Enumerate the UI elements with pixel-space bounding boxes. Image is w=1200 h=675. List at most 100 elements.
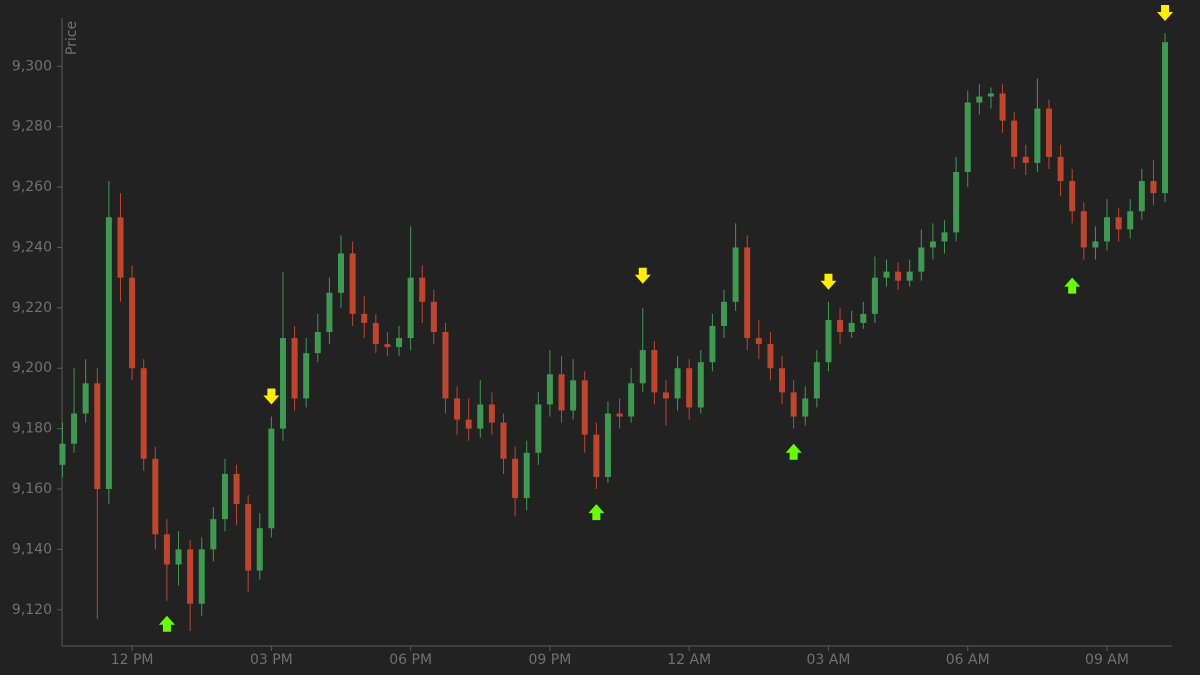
x-tick-label: 12 PM — [111, 652, 154, 668]
candle-body — [999, 93, 1006, 121]
candle-body — [755, 338, 762, 345]
candle-body — [779, 368, 786, 393]
candle-body — [1092, 241, 1099, 248]
y-tick-label: 9,280 — [12, 119, 52, 135]
candle-body — [976, 96, 983, 103]
y-tick-label: 9,200 — [12, 360, 52, 376]
y-axis-label: Price — [64, 21, 80, 55]
candle-body — [802, 398, 809, 417]
candle-body — [198, 549, 205, 604]
candle-body — [570, 380, 577, 411]
candle-body — [929, 241, 936, 248]
y-tick-label: 9,120 — [12, 602, 52, 618]
candle-body — [82, 383, 89, 414]
candle-body — [825, 319, 832, 363]
candle-body — [430, 301, 437, 332]
x-tick-label: 06 PM — [389, 652, 432, 668]
candle-body — [129, 277, 136, 369]
candle-body — [1104, 217, 1111, 242]
candle-body — [1127, 211, 1134, 230]
candle-body — [140, 368, 147, 459]
candle-body — [523, 452, 530, 499]
y-tick-label: 9,180 — [12, 421, 52, 437]
candle-body — [500, 422, 507, 459]
candle-body — [477, 404, 484, 429]
candle-body — [906, 271, 913, 281]
candle-body — [1162, 42, 1169, 194]
candle-body — [651, 350, 658, 393]
candle-body — [744, 247, 751, 339]
candle-body — [512, 458, 519, 499]
y-tick-label: 9,140 — [12, 541, 52, 557]
buy-signal — [1064, 277, 1081, 294]
candle-body — [1138, 181, 1145, 212]
candle-body — [1057, 156, 1064, 182]
candle-body — [268, 428, 275, 529]
candle-body — [895, 271, 902, 281]
buy-signal — [158, 615, 175, 632]
sell-signal — [263, 388, 280, 405]
candle-body — [256, 528, 263, 571]
candle-body — [314, 332, 321, 354]
sell-signal — [820, 273, 837, 290]
candle-body — [1045, 108, 1052, 157]
candle-body — [279, 338, 286, 429]
candle-body — [442, 332, 449, 399]
sell-signal — [1157, 5, 1174, 22]
x-tick-label: 06 AM — [946, 652, 990, 668]
candle-body — [407, 277, 414, 339]
sell-signal — [634, 267, 651, 284]
candle-body — [709, 325, 716, 363]
candle-body — [59, 443, 66, 465]
candle-body — [1080, 211, 1087, 248]
candle-body — [732, 247, 739, 302]
buy-signal — [588, 504, 605, 521]
candle-body — [419, 277, 426, 302]
candle-body — [721, 301, 728, 326]
buy-signal — [785, 443, 802, 460]
candle-body — [837, 319, 844, 332]
y-tick-label: 9,260 — [12, 179, 52, 195]
candle-body — [628, 383, 635, 417]
candle-body — [662, 392, 669, 399]
candle-body — [686, 368, 693, 408]
candle-body — [1150, 181, 1157, 194]
candle-body — [117, 217, 124, 278]
candle-body — [593, 434, 600, 477]
candle-body — [964, 102, 971, 172]
candle-body — [813, 362, 820, 399]
candle-body — [384, 344, 391, 348]
candle-body — [871, 277, 878, 314]
candle-body — [326, 292, 333, 332]
candle-body — [291, 338, 298, 399]
candle-body — [396, 338, 403, 348]
candle-body — [338, 253, 345, 293]
candle-body — [361, 313, 368, 323]
y-tick-label: 9,300 — [12, 58, 52, 74]
candle-body — [488, 404, 495, 423]
x-tick-label: 03 AM — [807, 652, 851, 668]
candle-body — [175, 549, 182, 565]
candle-body — [465, 419, 472, 429]
y-tick-label: 9,240 — [12, 239, 52, 255]
candle-body — [1115, 217, 1122, 230]
candle-body — [616, 413, 623, 417]
candle-body — [221, 473, 228, 520]
candle-body — [987, 93, 994, 97]
candle-body — [546, 374, 553, 405]
x-tick-label: 09 PM — [529, 652, 572, 668]
candle-body — [535, 404, 542, 453]
candle-body — [71, 413, 78, 444]
candle-body — [1069, 181, 1076, 212]
candle-body — [767, 344, 774, 369]
candle-body — [674, 368, 681, 399]
y-tick-label: 9,220 — [12, 300, 52, 316]
candle-body — [187, 549, 194, 604]
candle-body — [558, 374, 565, 411]
y-tick-label: 9,160 — [12, 481, 52, 497]
candle-body — [1011, 120, 1018, 157]
candle-body — [604, 413, 611, 477]
candle-body — [639, 350, 646, 384]
candle-body — [790, 392, 797, 417]
x-tick-label: 03 PM — [250, 652, 293, 668]
